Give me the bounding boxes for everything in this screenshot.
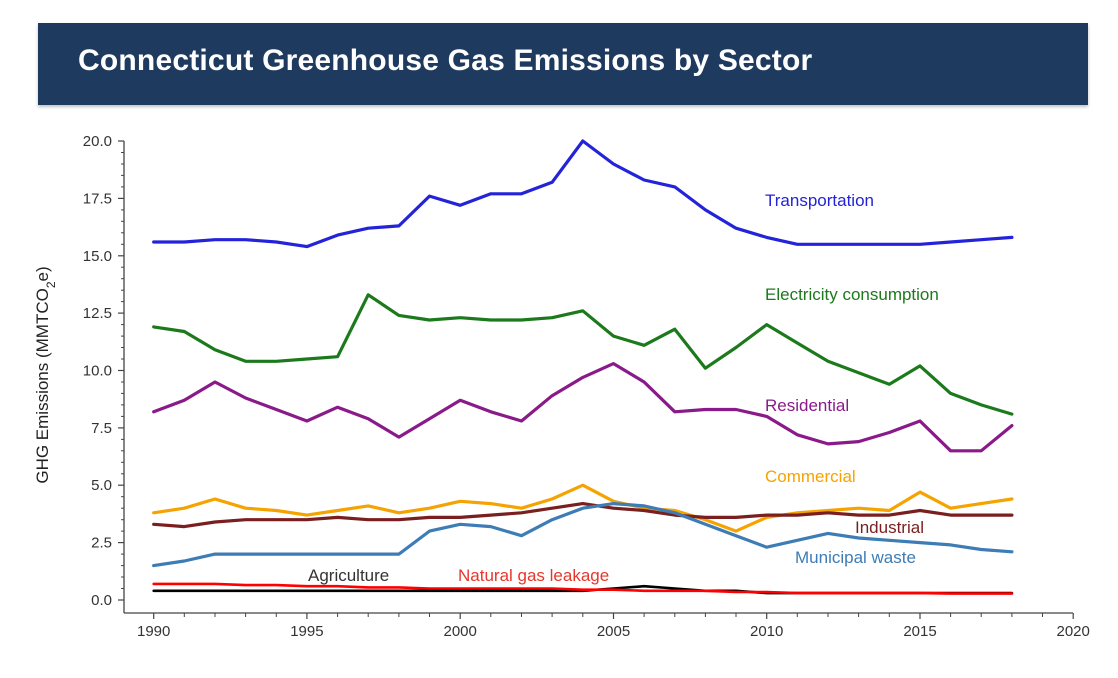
svg-text:2015: 2015 (903, 623, 936, 640)
svg-text:12.5: 12.5 (83, 305, 112, 322)
svg-text:1995: 1995 (290, 623, 323, 640)
svg-text:2000: 2000 (444, 623, 477, 640)
svg-text:5.0: 5.0 (91, 477, 112, 494)
svg-text:15.0: 15.0 (83, 248, 112, 265)
svg-text:Municipal waste: Municipal waste (795, 548, 916, 567)
svg-text:Commercial: Commercial (765, 467, 856, 486)
svg-text:10.0: 10.0 (83, 363, 112, 380)
svg-text:Natural gas leakage: Natural gas leakage (458, 566, 609, 585)
svg-text:20.0: 20.0 (83, 133, 112, 150)
svg-text:Electricity consumption: Electricity consumption (765, 285, 939, 304)
svg-text:0.0: 0.0 (91, 592, 112, 609)
svg-text:Agriculture: Agriculture (308, 566, 389, 585)
svg-text:Residential: Residential (765, 396, 849, 415)
svg-text:1990: 1990 (137, 623, 170, 640)
svg-text:Industrial: Industrial (855, 518, 924, 537)
svg-text:GHG Emissions (MMTCO2e): GHG Emissions (MMTCO2e) (33, 266, 58, 483)
svg-text:17.5: 17.5 (83, 190, 112, 207)
svg-text:2010: 2010 (750, 623, 783, 640)
svg-text:2005: 2005 (597, 623, 630, 640)
svg-text:7.5: 7.5 (91, 420, 112, 437)
svg-text:2020: 2020 (1057, 623, 1090, 640)
svg-text:2.5: 2.5 (91, 535, 112, 552)
svg-text:Transportation: Transportation (765, 191, 874, 210)
